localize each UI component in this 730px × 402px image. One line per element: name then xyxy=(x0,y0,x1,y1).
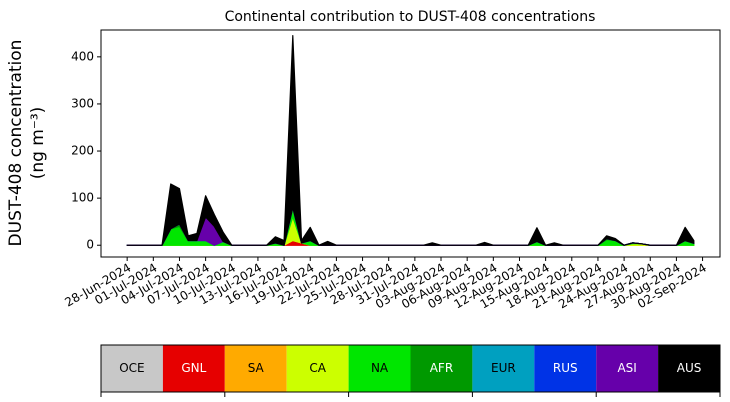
legend-label: CA xyxy=(309,361,326,375)
plot-area xyxy=(126,35,695,246)
y-axis-label: DUST-408 concentration (ng m⁻³) xyxy=(6,40,48,247)
y-tick-label: 300 xyxy=(71,96,94,110)
legend-swatch xyxy=(534,345,597,392)
legend-label: ASI xyxy=(617,361,636,375)
legend-frame xyxy=(100,344,721,393)
legend-swatch xyxy=(596,345,659,392)
area xyxy=(126,35,695,246)
y-axis-label-line: (ng m⁻³) xyxy=(28,107,48,180)
legend-swatch xyxy=(658,345,720,392)
legend-swatch xyxy=(472,345,535,392)
legend-swatch xyxy=(224,345,287,392)
legend-label: RUS xyxy=(553,361,578,375)
y-tick-label: 200 xyxy=(71,144,94,158)
y-tick-label: 100 xyxy=(71,191,94,205)
y-tick-label: 0 xyxy=(86,238,94,252)
legend-swatch xyxy=(348,345,411,392)
legend-label: AUS xyxy=(677,361,702,375)
plot-frame xyxy=(100,29,721,258)
legend-swatch xyxy=(162,345,225,392)
y-tick-label: 400 xyxy=(71,49,94,63)
legend-label: AFR xyxy=(430,361,453,375)
legend-label: OCE xyxy=(119,361,144,375)
legend-label: NA xyxy=(371,361,389,375)
legend-swatch xyxy=(101,345,163,392)
legend-swatch xyxy=(286,345,349,392)
legend-label: GNL xyxy=(181,361,206,375)
legend-swatch xyxy=(410,345,473,392)
chart-title: Continental contribution to DUST-408 con… xyxy=(225,9,596,25)
y-axis-label-line: DUST-408 concentration xyxy=(6,40,26,247)
legend-label: EUR xyxy=(491,361,516,375)
legend: OCE GNL SA CA NA AFR EUR RUS ASI AUS xyxy=(100,344,721,397)
legend-label: SA xyxy=(248,361,265,375)
